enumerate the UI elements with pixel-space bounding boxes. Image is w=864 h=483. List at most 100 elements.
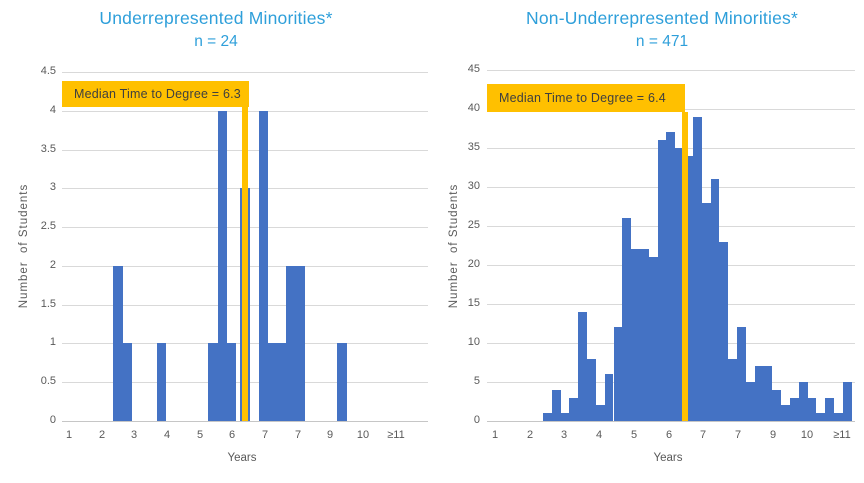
histogram-bar: [578, 312, 587, 421]
histogram-bar: [728, 359, 737, 421]
y-tick-label: 3: [49, 181, 56, 193]
histogram-bar: [675, 148, 684, 421]
median-line: [242, 107, 248, 421]
y-tick-label: 15: [467, 297, 480, 309]
median-callout: Median Time to Degree = 6.4: [487, 84, 685, 112]
histogram-bar: [808, 398, 816, 421]
histogram-bar: [764, 366, 772, 421]
x-tick-label: 4: [163, 429, 171, 441]
y-tick-label: 45: [467, 63, 480, 75]
y-axis-title: Number of Students: [448, 183, 460, 309]
y-tick-label: 30: [467, 180, 480, 192]
histogram-bar: [587, 359, 596, 421]
x-tick-label: 5: [196, 429, 204, 441]
x-tick-label: 10: [800, 429, 814, 441]
plot-area: 0 5 10 15 20 25 30 35 40 45 1 2 3 4 5 6 7 7 9 10 ≥11: [432, 0, 864, 483]
histogram-bar: [569, 398, 578, 421]
x-tick-label: 7: [261, 429, 269, 441]
gridline-h: [62, 72, 428, 73]
y-tick-label: 40: [467, 102, 480, 114]
histogram-bar: [259, 111, 268, 421]
x-tick-label: 1: [491, 429, 499, 441]
histogram-bar: [693, 117, 702, 421]
x-tick-label: 3: [130, 429, 138, 441]
y-tick-label: 35: [467, 141, 480, 153]
histogram-bar: [113, 266, 123, 421]
histogram-bar: [799, 382, 808, 421]
y-tick-label: 2.5: [40, 220, 56, 232]
y-tick-label: 4.5: [40, 65, 56, 77]
y-tick-label: 10: [467, 336, 480, 348]
x-tick-label: 7: [699, 429, 707, 441]
histogram-bar: [631, 249, 640, 421]
histogram-bar: [268, 343, 277, 421]
histogram-bar: [737, 327, 746, 421]
histogram-bar: [277, 343, 286, 421]
histogram-bar: [605, 374, 613, 421]
histogram-bar: [561, 413, 569, 421]
histogram-bar: [622, 218, 631, 421]
histogram-bar: [218, 111, 227, 421]
gridline-h: [62, 421, 428, 422]
histogram-bar: [816, 413, 825, 421]
histogram-bar: [157, 343, 166, 421]
histogram-bar: [596, 405, 605, 421]
y-tick-label: 20: [467, 258, 480, 270]
histogram-bar: [666, 132, 675, 421]
y-tick-label: 0.5: [40, 375, 56, 387]
y-tick-label: 25: [467, 219, 480, 231]
chart-title: Underrepresented Minorities*: [99, 8, 333, 28]
y-tick-label: 0: [49, 414, 56, 426]
plot-area: 0 0.5 1 1.5 2 2.5 3 3.5 4 4.5 1 2 3 4 5 6 7 7 9 10 ≥11: [40, 65, 428, 441]
histogram-bar: [208, 343, 218, 421]
x-tick-label: 9: [769, 429, 777, 441]
histogram-bar: [658, 140, 666, 421]
x-axis-title: Years: [653, 452, 683, 464]
histogram-bar: [825, 398, 834, 421]
median-callout: Median Time to Degree = 6.3: [62, 81, 249, 107]
histogram-bar: [552, 390, 561, 421]
histogram-bar: [834, 413, 843, 421]
x-tick-label: 1: [65, 429, 73, 441]
x-tick-label: 4: [595, 429, 603, 441]
histogram-bar: [684, 156, 693, 421]
x-tick-label: 6: [665, 429, 673, 441]
y-tick-label: 0: [473, 414, 480, 426]
chart-non-underrepresented-minorities: Non-Underrepresented Minorities* n = 471…: [432, 0, 864, 483]
histogram-bar: [790, 398, 799, 421]
histogram-bar: [719, 242, 728, 421]
y-tick-label: 2: [49, 259, 56, 271]
median-line: [682, 112, 688, 421]
x-tick-label: 7: [294, 429, 302, 441]
chart-underrepresented-minorities: Underrepresented Minorities* n = 24 Numb…: [18, 8, 428, 464]
histogram-bar: [843, 382, 852, 421]
histogram-bar: [640, 249, 649, 421]
chart-title: Non-Underrepresented Minorities*: [526, 8, 798, 28]
histogram-bar: [649, 257, 658, 421]
x-tick-label: ≥11: [387, 429, 405, 441]
histogram-bar: [337, 343, 347, 421]
histogram-bar: [781, 405, 790, 421]
histogram-bar: [702, 203, 711, 421]
histogram-bar: [746, 382, 755, 421]
gridline-h: [487, 70, 855, 71]
histogram-bar: [543, 413, 552, 421]
x-tick-label: 3: [560, 429, 568, 441]
histogram-bar: [755, 366, 764, 421]
y-tick-label: 1: [49, 336, 56, 348]
histogram-bar: [123, 343, 132, 421]
chart-subtitle-n: n = 24: [194, 33, 238, 50]
x-tick-label: 7: [734, 429, 742, 441]
median-callout-label: Median Time to Degree = 6.4: [499, 91, 666, 105]
y-tick-label: 3.5: [40, 143, 56, 155]
x-tick-label: 10: [356, 429, 370, 441]
histogram-bar: [614, 327, 622, 421]
gridline-h: [487, 421, 855, 422]
median-callout-label: Median Time to Degree = 6.3: [74, 87, 241, 101]
x-tick-label: 9: [326, 429, 334, 441]
y-tick-label: 4: [49, 104, 56, 116]
x-tick-label: 5: [630, 429, 638, 441]
y-tick-label: 1.5: [40, 298, 56, 310]
x-tick-label: 2: [98, 429, 106, 441]
histogram-bar: [286, 266, 296, 421]
